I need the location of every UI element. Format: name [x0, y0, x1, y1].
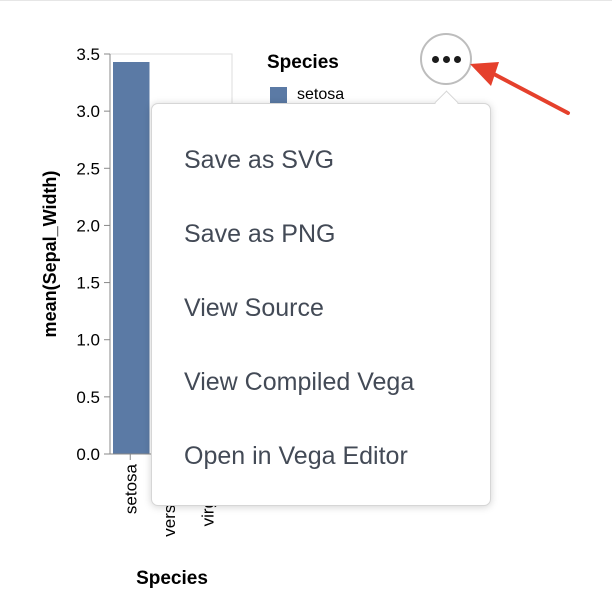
- y-tick-label: 1.5: [76, 274, 100, 293]
- y-tick-label: 2.5: [76, 159, 100, 178]
- y-tick-label: 2.0: [76, 216, 100, 235]
- menu-item-view-compiled-vega[interactable]: View Compiled Vega: [184, 368, 415, 396]
- menu-item-open-vega-editor[interactable]: Open in Vega Editor: [184, 442, 408, 470]
- more-horizontal-icon: [453, 55, 461, 63]
- x-tick-label-setosa: setosa: [121, 463, 140, 514]
- y-axis-title: mean(Sepal_Width): [40, 171, 60, 338]
- legend-item-setosa: setosa: [270, 86, 344, 104]
- y-tick-label: 0.5: [76, 388, 100, 407]
- y-tick-label: 1.0: [76, 331, 100, 350]
- menu-item-save-svg[interactable]: Save as SVG: [184, 146, 335, 174]
- y-tick-label: 3.0: [76, 102, 100, 121]
- legend-swatch: [270, 86, 287, 104]
- more-horizontal-icon: [442, 55, 450, 63]
- y-axis: 0.0 0.5 1.0 1.5 2.0 2.5 3.0 3.5: [76, 45, 111, 464]
- legend-title: Species: [267, 52, 339, 73]
- legend-label: setosa: [297, 86, 345, 103]
- y-tick-label: 3.5: [76, 45, 100, 64]
- x-axis-title: Species: [136, 568, 208, 589]
- actions-menu: Save as SVG Save as PNG View Source View…: [151, 103, 491, 506]
- bar-setosa: [113, 62, 150, 454]
- actions-menu-button[interactable]: [420, 33, 472, 85]
- more-horizontal-icon: [431, 55, 439, 63]
- top-divider: [0, 0, 612, 1]
- y-tick-label: 0.0: [76, 445, 100, 464]
- menu-item-view-source[interactable]: View Source: [184, 294, 324, 322]
- bars: [113, 62, 150, 454]
- menu-item-save-png[interactable]: Save as PNG: [184, 220, 336, 248]
